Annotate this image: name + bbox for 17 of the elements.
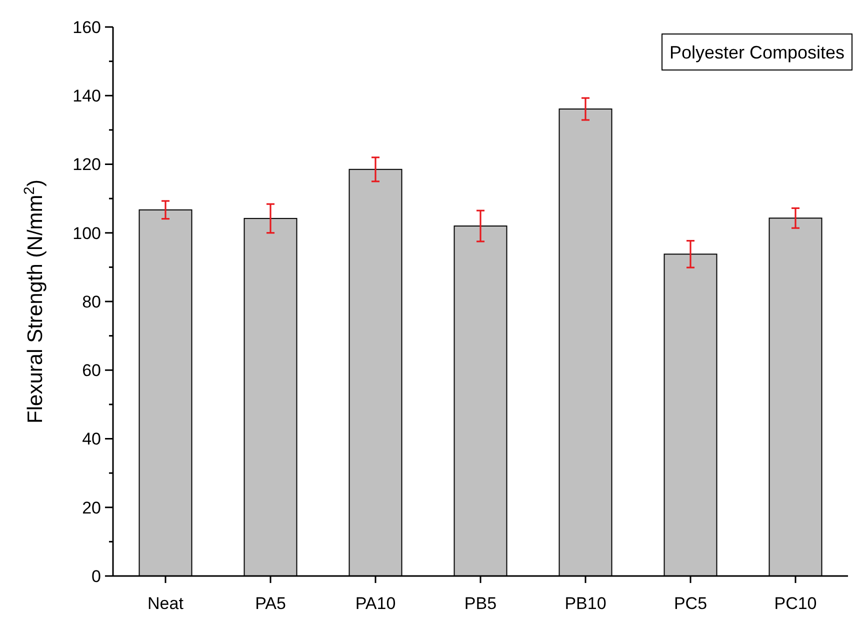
y-tick-label: 120 (72, 155, 101, 174)
annotation: Polyester Composites (669, 42, 845, 62)
x-tick-label: PA5 (255, 594, 286, 613)
y-tick-label: 0 (92, 566, 101, 586)
y-tick-label: 80 (82, 292, 101, 312)
y-tick-label: 40 (82, 430, 101, 449)
x-tick-label: Neat (148, 594, 184, 613)
y-tick-label: 100 (72, 224, 101, 243)
x-tick-label: PB10 (564, 594, 606, 613)
y-tick-label: 160 (72, 18, 101, 37)
x-tick-label: PC10 (774, 594, 817, 613)
x-tick-label: PB5 (464, 594, 497, 613)
y-tick-label: 60 (82, 361, 101, 380)
y-tick-label: 140 (72, 86, 101, 106)
x-tick-label: PC5 (674, 594, 708, 613)
x-tick-label: PA10 (355, 594, 396, 613)
y-tick-label: 20 (82, 498, 101, 518)
